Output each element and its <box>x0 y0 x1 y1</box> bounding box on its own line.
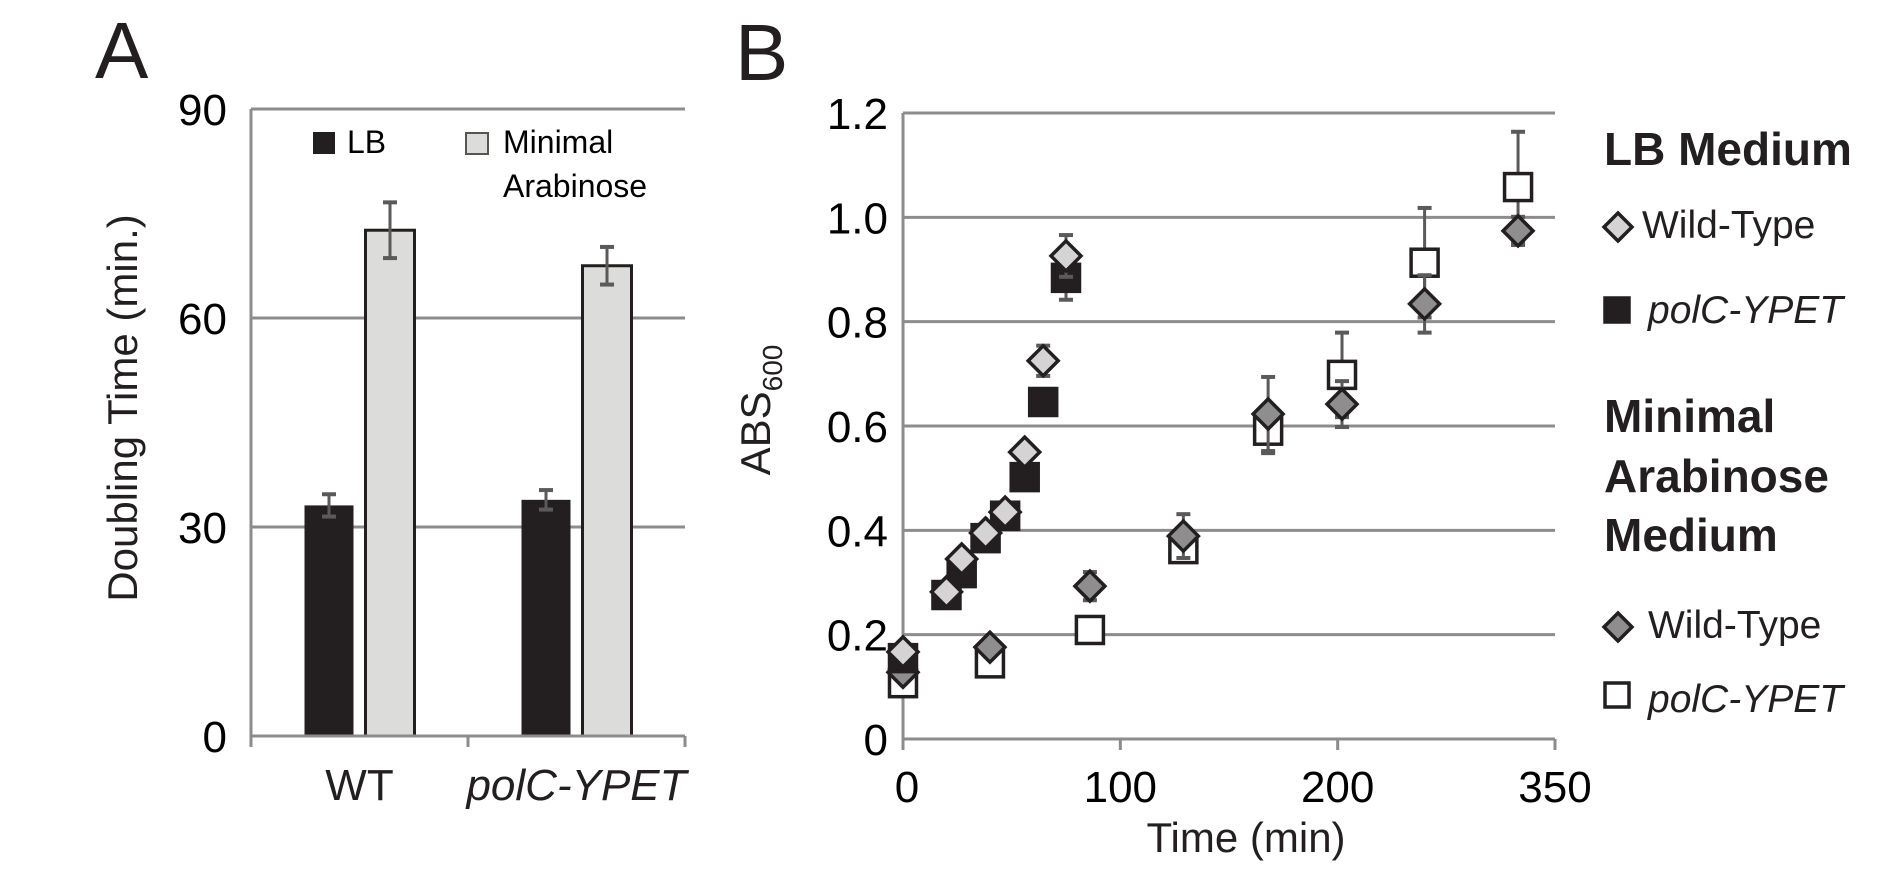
lb-swatch-icon <box>313 132 335 154</box>
panel-a-y-axis-label: Doubling Time (min.) <box>99 214 146 601</box>
panel-b-x-tick-label: 100 <box>1084 763 1157 812</box>
panel-b-legend-item: Wild-Type <box>1601 604 1821 647</box>
panel-a-y-tick-labels: 0 30 60 90 <box>178 86 227 762</box>
panel-b-legend-group: Minimal Arabinose Medium Wild-Type polC-YPET <box>1601 390 1846 721</box>
panel-a-legend-label: Minimal <box>503 124 613 160</box>
panel-b-point-diamond <box>1407 286 1443 322</box>
panel-b-point-diamond <box>1072 568 1108 604</box>
panel-b-x-axis-label: Time (min) <box>1146 814 1345 861</box>
panel-a-bars <box>304 200 633 738</box>
panel-b-y-tick-label: 0.6 <box>827 403 888 452</box>
panel-a-bar-lb <box>304 505 354 736</box>
panel-b-point-diamond <box>987 494 1023 530</box>
panel-a-legend-item-minimal-arabinose: Minimal Arabinose <box>465 124 647 204</box>
panel-b-point-square <box>1074 614 1106 646</box>
panel-b-legend-item: polC-YPET <box>1603 678 1846 721</box>
panel-b-point-diamond <box>1500 213 1536 249</box>
panel-a-error-bar <box>383 200 397 261</box>
panel-a-y-tick-label: 30 <box>178 504 227 553</box>
panel-a-y-tick-label: 60 <box>178 295 227 344</box>
legend-diamond-icon <box>1601 210 1635 244</box>
panel-b-y-axis-label: ABS600 <box>732 345 788 476</box>
panel-a-legend-label: LB <box>347 124 386 160</box>
panel-b-y-tick-label: 0.2 <box>827 612 888 661</box>
panel-b-legend-heading: Minimal <box>1604 390 1775 442</box>
panel-b-series-lb-polc <box>887 253 1082 674</box>
panel-b-point-diamond <box>1324 386 1360 422</box>
panel-b-legend-heading: LB Medium <box>1604 123 1852 175</box>
panel-a-letter: A <box>95 6 149 95</box>
panel-b-legend-item: Wild-Type <box>1601 204 1815 247</box>
panel-b-legend-item: polC-YPET <box>1603 289 1846 332</box>
panel-b-legend-group: LB Medium Wild-Type polC-YPET <box>1601 123 1852 332</box>
panel-a-category-label: WT <box>325 761 393 810</box>
panel-b-point-diamond <box>944 541 980 577</box>
panel-b-gridlines <box>903 111 1555 637</box>
panel-b-legend-heading: Medium <box>1604 509 1778 561</box>
panel-b-x-tick-label: 0 <box>895 763 919 812</box>
panel-b-legend-heading: Arabinose <box>1604 450 1829 502</box>
panel-a-category-label: polC-YPET <box>464 761 689 810</box>
panel-a-legend-item-lb: LB <box>313 124 386 160</box>
panel-b-point-diamond <box>1250 396 1286 432</box>
panel-a-y-tick-label: 0 <box>203 713 227 762</box>
panel-b-scatter-chart: 0 0.2 0.4 0.6 0.8 1.0 1.2 0 100 200 350 ABS600 Ti… <box>732 90 1852 861</box>
panel-a-bar-minimal-arabinose <box>364 228 416 738</box>
panel-b-legend-label: Wild-Type <box>1648 604 1821 647</box>
panel-b-point-diamond <box>1165 518 1201 554</box>
panel-b-point-diamond <box>968 515 1004 551</box>
panel-a-bar-minimal-arabinose <box>581 264 633 738</box>
panel-b-y-tick-label: 1.0 <box>827 194 888 243</box>
panel-b-point-diamond <box>1007 434 1043 470</box>
panel-b-point-diamond <box>1025 343 1061 379</box>
panel-b-letter: B <box>735 8 788 97</box>
panel-b-point-diamond <box>1048 238 1084 274</box>
panel-a-y-tick-label: 90 <box>178 86 227 135</box>
panel-a-legend-label: Arabinose <box>503 168 647 204</box>
panel-b-y-tick-label: 0 <box>864 716 888 765</box>
legend-square-icon <box>1603 296 1631 324</box>
panel-a-legend: LB Minimal Arabinose <box>313 124 647 204</box>
panel-b-point-square <box>1409 247 1440 278</box>
panel-b-point-diamond <box>885 634 921 670</box>
panel-b-point-square <box>1502 171 1534 203</box>
panel-b-point-diamond <box>972 629 1008 665</box>
panel-b-point-square <box>1027 386 1059 418</box>
panel-b-x-tick-label: 350 <box>1518 763 1591 812</box>
panel-a-error-bar <box>539 488 553 512</box>
panel-a-error-bar <box>600 244 614 287</box>
panel-b-y-tick-label: 0.8 <box>827 299 888 348</box>
panel-b-series-lb-wt <box>885 233 1084 670</box>
panel-b-x-tick-label: 200 <box>1301 763 1374 812</box>
panel-b-series-ma-wt <box>885 213 1536 690</box>
minimal-arabinose-swatch-icon <box>465 132 489 155</box>
panel-b-y-tick-label: 0.4 <box>827 507 888 556</box>
panel-a-category-labels: WT polC-YPET <box>325 761 689 810</box>
panel-b-legend-label: Wild-Type <box>1642 204 1815 247</box>
panel-b-point-diamond <box>928 574 964 610</box>
panel-b-legend-label: polC-YPET <box>1647 678 1846 721</box>
panel-b-data-points <box>885 129 1536 699</box>
panel-a-error-bar <box>322 492 336 519</box>
panel-b-x-tick-labels: 0 100 200 350 <box>895 763 1592 812</box>
panel-a-bar-lb <box>521 499 571 736</box>
panel-b-y-tick-label: 1.2 <box>827 90 888 139</box>
panel-b-legend-label: polC-YPET <box>1647 289 1846 332</box>
panel-a-axes <box>249 109 687 747</box>
panel-b-y-axis-label-main: ABS <box>732 391 779 475</box>
panel-b-y-tick-labels: 0 0.2 0.4 0.6 0.8 1.0 1.2 <box>827 90 888 765</box>
legend-square-icon <box>1603 681 1631 709</box>
panel-a-bar-chart: 0 30 60 90 WT polC-YPET Doubling Time (min.)… <box>99 86 690 810</box>
legend-diamond-icon <box>1601 610 1635 644</box>
panel-b-legend: LB Medium Wild-Type polC-YPET Minimal Arabin… <box>1601 123 1852 721</box>
panel-b-y-axis-label-subscript: 600 <box>757 345 788 392</box>
